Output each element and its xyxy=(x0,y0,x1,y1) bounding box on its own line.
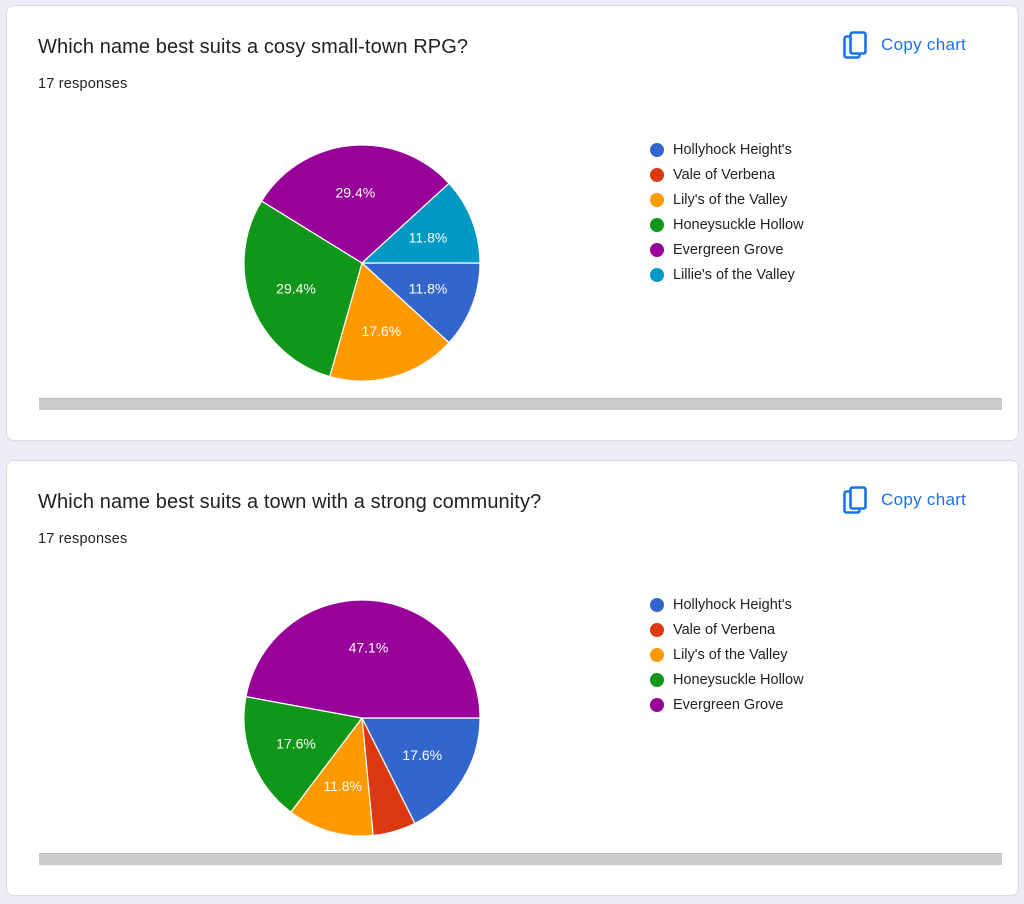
legend-swatch xyxy=(650,622,664,637)
slice-label-lillie-s-of-the-valley: 11.8% xyxy=(409,229,448,245)
legend-swatch xyxy=(650,267,664,282)
legend-item-lily-s-of-the-valley: Lily's of the Valley xyxy=(650,187,804,212)
slice-label-hollyhock-height-s: 17.6% xyxy=(402,747,442,763)
legend-swatch xyxy=(650,167,664,182)
horizontal-scrollbar[interactable] xyxy=(39,853,1002,865)
legend-label: Honeysuckle Hollow xyxy=(673,671,804,688)
legend-item-vale-of-verbena: Vale of Verbena xyxy=(650,617,804,642)
legend-swatch xyxy=(650,697,664,712)
pie-slice-lillie-s-of-the-valley[interactable] xyxy=(360,182,481,264)
legend-swatch xyxy=(650,647,664,662)
legend-item-honeysuckle-hollow: Honeysuckle Hollow xyxy=(650,667,804,692)
question-title: Which name best suits a town with a stro… xyxy=(38,491,542,513)
legend-swatch xyxy=(650,192,664,207)
legend-swatch xyxy=(650,672,664,687)
legend-swatch xyxy=(650,242,664,257)
pie-slice-honeysuckle-hollow[interactable] xyxy=(243,695,364,813)
legend-item-hollyhock-height-s: Hollyhock Height's xyxy=(650,137,804,162)
response-count: 17 responses xyxy=(38,531,128,547)
legend-label: Hollyhock Height's xyxy=(673,596,792,613)
legend-label: Hollyhock Height's xyxy=(673,141,792,158)
question-card-2: Which name best suits a town with a stro… xyxy=(6,460,1019,896)
legend-item-honeysuckle-hollow: Honeysuckle Hollow xyxy=(650,212,804,237)
legend-swatch xyxy=(650,217,664,232)
legend-label: Evergreen Grove xyxy=(673,696,784,713)
pie-slice-hollyhock-height-s[interactable] xyxy=(361,717,481,825)
pie-chart: 11.8% 17.6% 29.4% 29.4% 11.8% xyxy=(243,144,481,382)
chart-legend: Hollyhock Height's Vale of Verbena Lily's … xyxy=(650,592,804,717)
legend-label: Honeysuckle Hollow xyxy=(673,216,804,233)
copy-icon xyxy=(843,486,867,514)
slice-label-evergreen-grove: 29.4% xyxy=(335,185,375,201)
slice-label-lily-s-of-the-valley: 11.8% xyxy=(323,778,362,794)
legend-swatch xyxy=(650,597,664,612)
pie-slice-lily-s-of-the-valley[interactable] xyxy=(290,716,374,837)
question-card-1: Which name best suits a cosy small-town … xyxy=(6,5,1019,441)
legend-item-hollyhock-height-s: Hollyhock Height's xyxy=(650,592,804,617)
response-count: 17 responses xyxy=(38,76,128,92)
legend-item-evergreen-grove: Evergreen Grove xyxy=(650,237,804,262)
copy-chart-button[interactable]: Copy chart xyxy=(843,485,966,515)
legend-label: Lily's of the Valley xyxy=(673,191,788,208)
legend-label: Vale of Verbena xyxy=(673,166,776,183)
copy-chart-button[interactable]: Copy chart xyxy=(843,30,966,60)
question-title: Which name best suits a cosy small-town … xyxy=(38,36,469,58)
pie-slice-evergreen-grove[interactable] xyxy=(245,599,481,719)
slice-label-hollyhock-height-s: 11.8% xyxy=(409,281,448,297)
pie-slice-lily-s-of-the-valley[interactable] xyxy=(329,261,450,382)
slice-label-lily-s-of-the-valley: 17.6% xyxy=(361,323,401,339)
slice-label-honeysuckle-hollow: 29.4% xyxy=(276,281,316,297)
legend-item-vale-of-verbena: Vale of Verbena xyxy=(650,162,804,187)
legend-label: Lillie's of the Valley xyxy=(673,266,795,283)
copy-chart-label: Copy chart xyxy=(881,35,967,54)
pie-slice-evergreen-grove[interactable] xyxy=(260,144,450,264)
legend-swatch xyxy=(650,142,664,157)
horizontal-scrollbar[interactable] xyxy=(39,398,1002,410)
legend-item-evergreen-grove: Evergreen Grove xyxy=(650,692,804,717)
chart-legend: Hollyhock Height's Vale of Verbena Lily's … xyxy=(650,137,804,287)
legend-label: Vale of Verbena xyxy=(673,621,776,638)
pie-chart: 17.6% 11.8% 17.6% 47.1% xyxy=(243,599,481,837)
slice-label-honeysuckle-hollow: 17.6% xyxy=(276,736,316,752)
copy-chart-label: Copy chart xyxy=(881,490,967,509)
copy-icon xyxy=(843,31,867,59)
legend-label: Evergreen Grove xyxy=(673,241,784,258)
legend-item-lily-s-of-the-valley: Lily's of the Valley xyxy=(650,642,804,667)
legend-label: Lily's of the Valley xyxy=(673,646,788,663)
pie-slice-hollyhock-height-s[interactable] xyxy=(360,262,481,344)
slice-label-evergreen-grove: 47.1% xyxy=(349,639,389,655)
legend-item-lillie-s-of-the-valley: Lillie's of the Valley xyxy=(650,262,804,287)
